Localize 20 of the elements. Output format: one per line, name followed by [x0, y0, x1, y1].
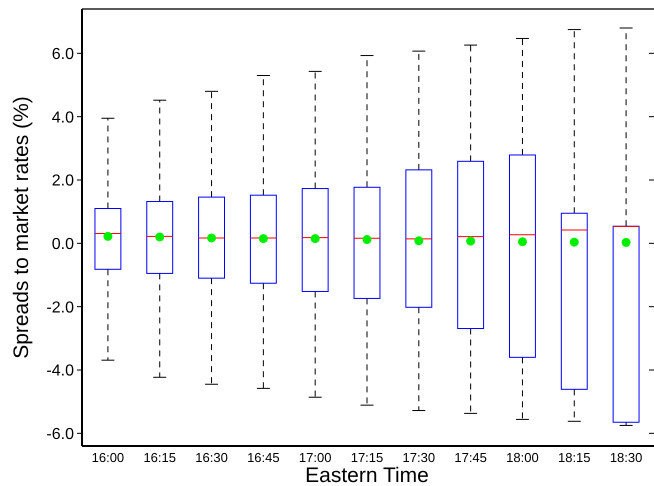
y-tick-label: 2.0 [52, 172, 74, 190]
x-tick-label: 16:00 [92, 450, 124, 465]
x-tick-label: 18:00 [506, 450, 539, 465]
y-tick-label: -4.0 [46, 362, 74, 380]
x-tick-label: 17:15 [350, 450, 384, 465]
y-tick-label: -2.0 [46, 299, 74, 316]
x-tick-label: 18:15 [558, 450, 591, 465]
x-tick-label: 16:30 [195, 450, 228, 465]
x-tick-label: 17:30 [402, 450, 436, 465]
x-tick-label: 17:00 [298, 450, 332, 465]
y-tick-label: 4.0 [52, 109, 74, 126]
y-tick-label: 0.0 [52, 236, 74, 253]
y-tick-label: 6.0 [52, 46, 74, 63]
x-tick-label: 18:30 [610, 450, 642, 465]
x-tick-label: 16:15 [143, 450, 176, 465]
x-axis-title: Eastern Time [305, 464, 429, 486]
x-tick-label: 17:45 [454, 450, 487, 465]
y-axis-title: Spreads to market rates (%) [10, 96, 33, 359]
y-tick-label: -6.0 [46, 426, 74, 443]
x-tick-label: 16:45 [247, 450, 280, 465]
